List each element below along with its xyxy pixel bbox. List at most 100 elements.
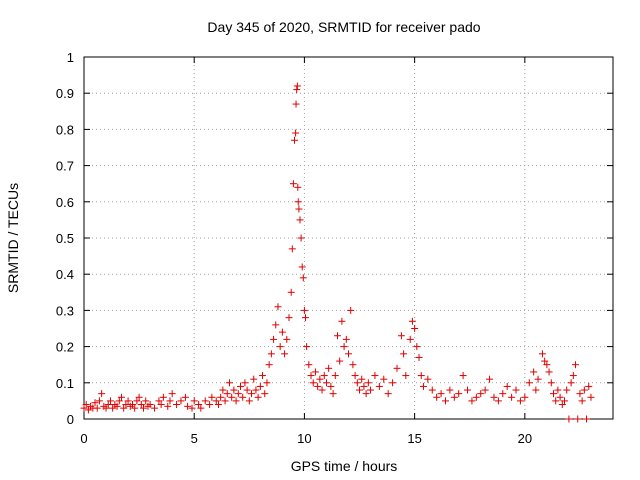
data-point: [305, 361, 313, 369]
data-point: [181, 393, 189, 401]
data-point: [234, 390, 242, 398]
data-point: [299, 274, 307, 282]
data-point: [364, 379, 372, 387]
data-point: [572, 361, 580, 369]
data-point: [294, 198, 302, 206]
data-point: [561, 397, 569, 405]
data-point: [135, 393, 143, 401]
data-point: [538, 350, 546, 358]
data-point: [296, 216, 304, 224]
data-point: [292, 100, 300, 108]
data-point: [554, 386, 562, 394]
data-point: [294, 183, 302, 191]
x-tick-label: 10: [297, 431, 311, 446]
data-point: [307, 372, 315, 380]
data-point: [424, 375, 432, 383]
data-point: [468, 397, 476, 405]
data-point: [543, 361, 551, 369]
data-point: [228, 393, 236, 401]
data-point: [490, 393, 498, 401]
data-point: [532, 386, 540, 394]
data-point: [340, 343, 348, 351]
x-tick-label: 0: [80, 431, 87, 446]
data-point: [104, 401, 112, 409]
data-point: [243, 386, 251, 394]
y-tick-label: 0.4: [56, 267, 74, 282]
data-point: [293, 86, 301, 94]
data-point: [102, 404, 110, 412]
data-point: [375, 382, 383, 390]
data-point: [117, 393, 125, 401]
data-point: [552, 397, 560, 405]
data-point: [547, 379, 555, 387]
data-point: [157, 401, 165, 409]
data-point: [124, 397, 132, 405]
chart-title: Day 345 of 2020, SRMTID for receiver pad…: [207, 19, 480, 35]
data-point: [314, 382, 322, 390]
data-point: [320, 372, 328, 380]
data-point: [288, 245, 296, 253]
x-axis-label: GPS time / hours: [291, 458, 398, 474]
data-point: [91, 399, 99, 407]
data-point: [556, 393, 564, 401]
data-point: [272, 321, 280, 329]
data-point: [221, 397, 229, 405]
data-point: [545, 368, 553, 376]
data-point: [508, 393, 516, 401]
data-point: [331, 372, 339, 380]
data-point: [322, 379, 330, 387]
data-point: [270, 335, 278, 343]
data-point: [415, 353, 423, 361]
data-point: [384, 390, 392, 398]
data-point: [525, 379, 533, 387]
data-point: [530, 368, 538, 376]
data-point: [417, 372, 425, 380]
data-point: [450, 393, 458, 401]
data-point: [503, 382, 511, 390]
data-point: [250, 375, 258, 383]
data-point: [351, 372, 359, 380]
data-point: [248, 390, 256, 398]
data-point: [80, 404, 88, 412]
data-point: [109, 404, 117, 412]
data-point: [406, 335, 414, 343]
data-point: [446, 386, 454, 394]
data-point: [541, 357, 549, 365]
data-point: [549, 390, 557, 398]
data-point: [353, 379, 361, 387]
data-point: [512, 386, 520, 394]
data-point: [309, 379, 317, 387]
data-point: [142, 397, 150, 405]
data-point: [580, 386, 588, 394]
y-tick-label: 0.3: [56, 303, 74, 318]
data-point: [166, 397, 174, 405]
data-point: [563, 386, 571, 394]
data-point: [254, 393, 262, 401]
data-point: [358, 375, 366, 383]
data-point: [303, 343, 311, 351]
data-point: [329, 390, 337, 398]
data-point: [521, 393, 529, 401]
data-point: [437, 390, 445, 398]
data-point: [558, 401, 566, 409]
data-point: [120, 404, 128, 412]
data-point: [259, 372, 267, 380]
data-point: [137, 401, 145, 409]
data-point: [214, 401, 222, 409]
data-point: [499, 390, 507, 398]
data-point: [131, 404, 139, 412]
x-tick-label: 15: [407, 431, 421, 446]
data-point: [285, 314, 293, 322]
data-point: [276, 343, 284, 351]
data-point: [173, 401, 181, 409]
data-point: [201, 397, 209, 405]
data-point: [188, 404, 196, 412]
data-point: [208, 393, 216, 401]
data-point: [345, 350, 352, 358]
data-point: [472, 393, 480, 401]
data-point: [230, 386, 238, 394]
data-point: [184, 402, 192, 410]
data-point: [293, 82, 301, 90]
data-point: [360, 382, 368, 390]
x-tick-label: 20: [518, 431, 532, 446]
